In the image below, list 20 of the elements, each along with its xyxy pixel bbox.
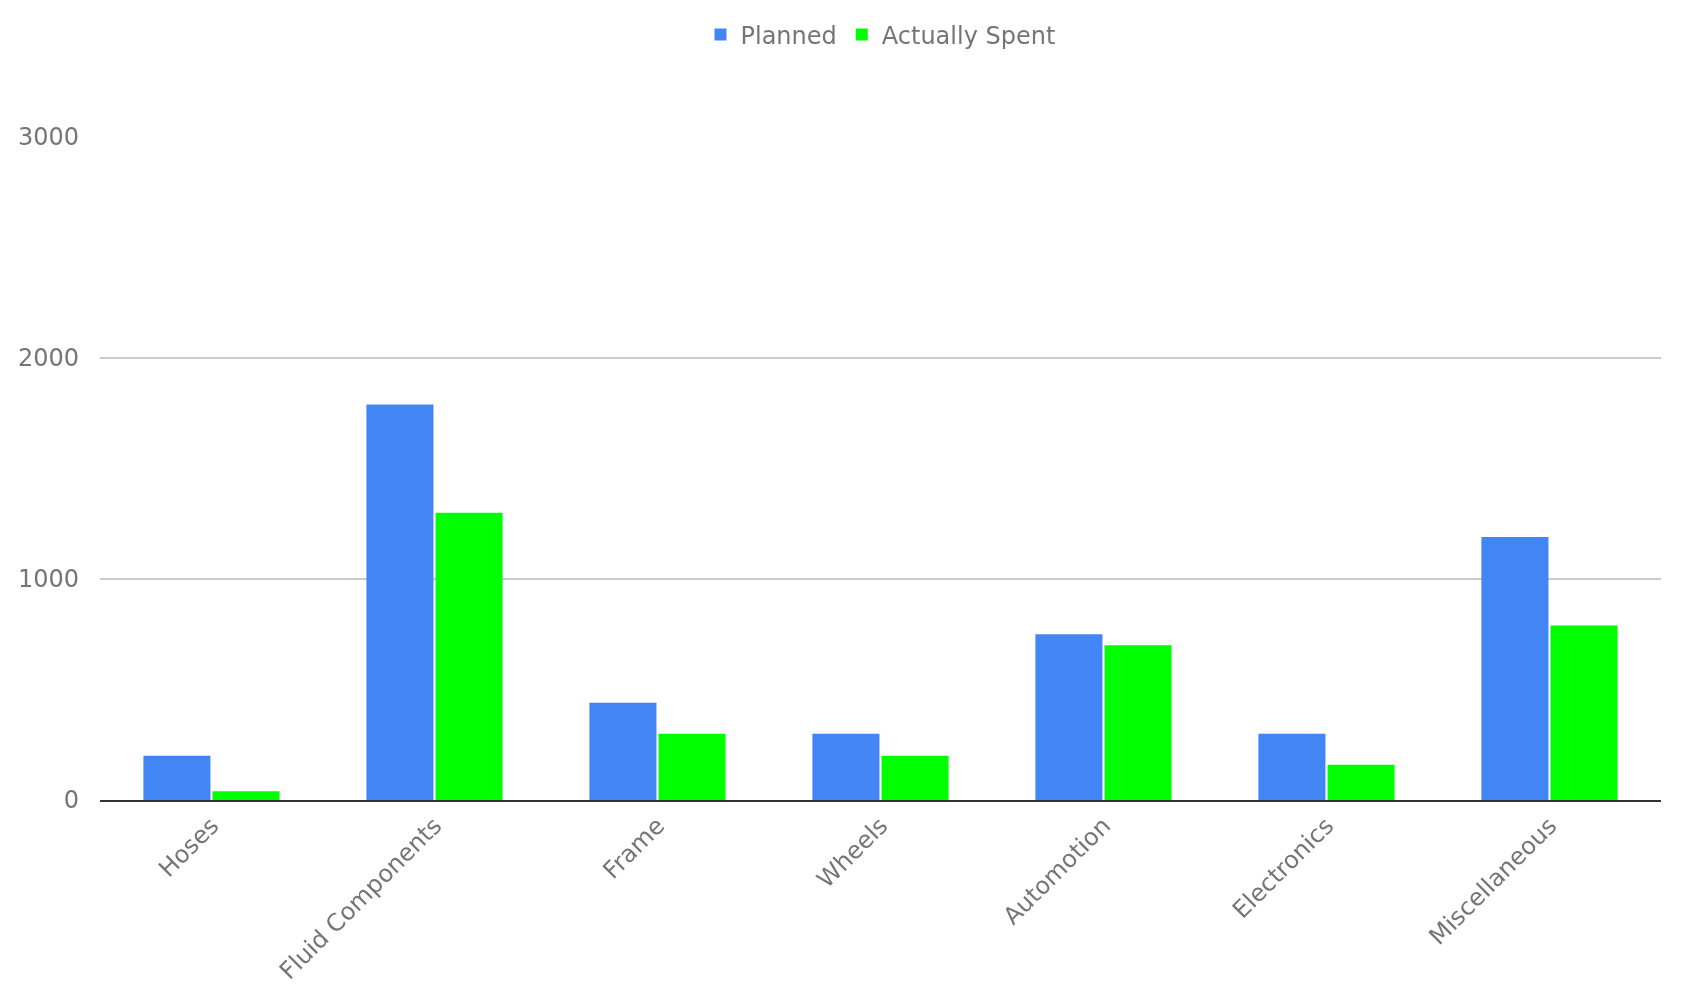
- bar: [589, 702, 657, 800]
- legend-label: Planned: [740, 21, 837, 50]
- bar: [1327, 764, 1395, 800]
- y-tick-label: 2000: [17, 344, 79, 373]
- bar: [143, 755, 211, 800]
- bar: [881, 755, 949, 800]
- bar: [658, 733, 726, 800]
- bar: [435, 512, 503, 800]
- y-tick-label: 1000: [17, 565, 79, 594]
- bar: [1104, 645, 1172, 800]
- bar: [1550, 625, 1618, 800]
- y-tick-label: 0: [63, 786, 79, 815]
- bar: [812, 733, 880, 800]
- y-tick-label: 3000: [17, 123, 79, 152]
- bar: [366, 404, 434, 800]
- bar: [212, 791, 280, 800]
- bar: [1258, 733, 1326, 800]
- bar: [1035, 634, 1103, 800]
- legend-label: Actually Spent: [881, 21, 1056, 50]
- bar: [1481, 537, 1549, 800]
